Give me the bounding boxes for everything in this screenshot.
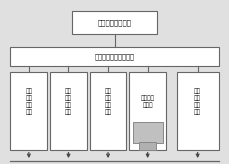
- Bar: [133, 122, 163, 143]
- Bar: [90, 72, 126, 150]
- Bar: [129, 72, 166, 150]
- Text: 模拟
信号
子系
统．: 模拟 信号 子系 统．: [65, 89, 72, 115]
- Bar: [11, 47, 218, 66]
- Bar: [139, 143, 156, 150]
- Text: 大功
远程
控电
源．: 大功 远程 控电 源．: [194, 89, 201, 115]
- Text: 环境试．
验器．: 环境试． 验器．: [141, 95, 155, 108]
- Text: 工业控制计算机．: 工业控制计算机．: [98, 19, 131, 26]
- Text: 信息
监测
子系
统．: 信息 监测 子系 统．: [105, 89, 112, 115]
- Bar: [177, 72, 218, 150]
- Text: 信号
发生
子系
统．: 信号 发生 子系 统．: [25, 89, 32, 115]
- Text: 规格总线运信子系统．: 规格总线运信子系统．: [95, 53, 134, 60]
- Bar: [11, 72, 47, 150]
- Bar: [71, 11, 158, 34]
- Bar: [50, 72, 87, 150]
